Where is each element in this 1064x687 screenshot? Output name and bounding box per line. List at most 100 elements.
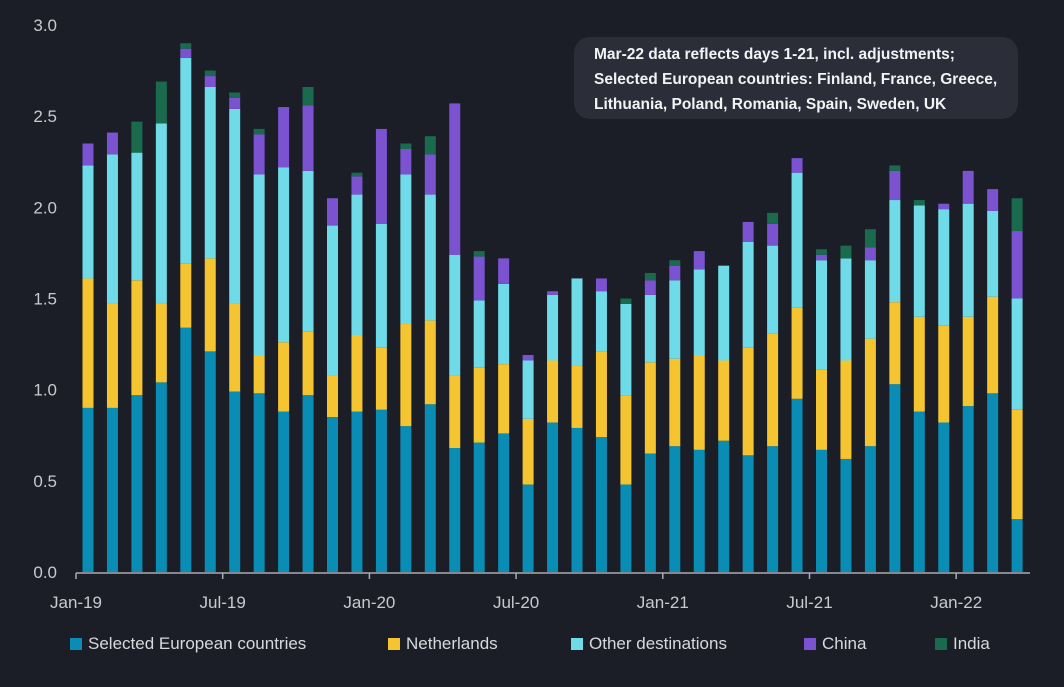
x-tick-label: Jul-20 [493,593,539,612]
bar-segment [864,247,876,261]
bar-segment [522,484,534,572]
bar-segment [473,367,485,443]
bar-segment [864,446,876,572]
bar-segment [449,375,461,449]
bar-segment [693,449,705,572]
bar-segment [204,351,216,572]
bar-segment [253,355,265,394]
bar-segment [155,303,167,383]
y-tick-label: 2.0 [33,198,57,217]
bar-segment [767,245,779,334]
bar-segment [913,205,925,317]
bar-segment [498,283,510,365]
bar-segment [278,411,290,572]
legend-label: Other destinations [589,634,727,653]
bar-segment [962,406,974,572]
bar-segment [987,189,999,211]
legend-label: Netherlands [406,634,498,653]
bar-segment [718,265,730,361]
y-tick-label: 3.0 [33,16,57,35]
bar-segment [229,391,241,572]
bar-segment [864,229,876,248]
legend-label: Selected European countries [88,634,307,653]
bar-segment [816,449,827,572]
y-tick-label: 0.0 [33,563,57,582]
bar-segment [547,360,559,423]
bar-segment [131,152,143,281]
bar-segment [327,225,338,376]
bar-segment [620,484,632,572]
bar-segment [644,272,656,281]
bar-segment [669,446,681,572]
bar-segment [693,251,705,270]
bar-segment [351,334,363,412]
bar-segment [400,324,412,427]
bar-segment [449,103,461,255]
bar-segment [816,254,827,261]
bar-segment [278,167,290,343]
legend-item-other-destinations: Other destinations [571,632,727,656]
bar-segment [718,440,730,572]
bar-segment [693,355,705,450]
bar-segment [253,174,265,356]
bar-segment [82,143,94,166]
x-tick-label: Jan-19 [50,593,102,612]
bar-segment [449,448,461,572]
bar-segment [913,411,925,572]
bar-segment [473,442,485,572]
y-tick-label: 1.0 [33,381,57,400]
bar-segment [449,254,461,376]
bar-segment [106,303,118,408]
bar-segment [473,256,485,301]
bar-segment [938,209,950,326]
bar-segment [253,134,265,175]
bar-segment [253,393,265,572]
bar-segment [767,212,779,224]
bar-segment [987,210,999,297]
bar-segment [351,411,363,572]
bar-segment [473,300,485,368]
bar-segment [595,437,607,572]
bar-segment [620,395,632,485]
bar-segment [571,278,583,366]
bar-segment [498,433,510,572]
bar-segment [229,92,241,98]
bar-segment [424,154,436,195]
bar-segment [155,81,167,124]
bar-segment [620,298,632,304]
bar-segment [816,260,827,370]
bar-segment [840,245,852,259]
bar-segment [718,360,730,441]
bar-segment [229,303,241,392]
bar-segment [106,154,118,304]
bar-segment [351,176,363,195]
bar-segment [767,446,779,572]
bar-segment [840,458,852,572]
x-tick-label: Jan-20 [343,593,395,612]
legend-swatch [804,638,816,650]
bar-segment [400,148,412,175]
legend: Selected European countries Netherlands … [70,632,1030,656]
bar-segment [816,249,827,255]
bar-segment [791,158,803,173]
bar-segment [913,200,925,206]
bar-segment [889,302,901,385]
x-tick-label: Jul-21 [786,593,832,612]
bars [82,43,1023,572]
annotation-line-3: Lithuania, Poland, Romania, Spain, Swede… [594,96,947,113]
bar-segment [791,307,803,399]
bar-segment [864,260,876,339]
bar-segment [791,398,803,572]
bar-segment [644,280,656,295]
bar-segment [962,170,974,204]
x-tick-label: Jan-22 [930,593,982,612]
bar-segment [302,105,314,171]
bar-segment [913,316,925,412]
bar-segment [669,358,681,447]
x-tick-label: Jan-21 [637,593,689,612]
bar-segment [1011,519,1023,572]
bar-segment [987,393,999,572]
bar-segment [522,418,534,485]
